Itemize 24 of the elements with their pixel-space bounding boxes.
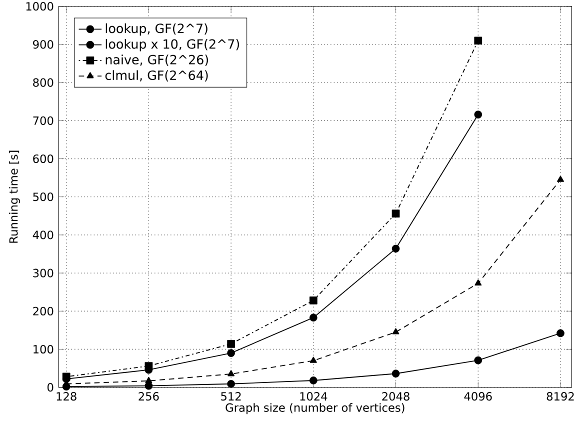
x-tick-label: 256: [138, 392, 159, 401]
legend-label: lookup x 10, GF(2^7): [106, 38, 240, 52]
x-tick-label: 128: [56, 392, 76, 401]
legend-label: naive, GF(2^26): [106, 54, 208, 66]
y-tick-label: 700: [33, 116, 54, 125]
x-tick-label: 8192: [546, 392, 574, 401]
y-tick-label: 500: [33, 192, 54, 202]
x-tick-label: 1024: [300, 392, 328, 401]
y-tick-label: 200: [33, 306, 54, 316]
x-tick-label: 512: [221, 392, 241, 401]
y-tick-label: 800: [33, 78, 54, 87]
x-tick-label: 2048: [382, 392, 410, 401]
legend-label: clmul, GF(2^64): [105, 70, 208, 82]
y-tick-label: 600: [33, 154, 54, 164]
x-tick-label: 4096: [464, 392, 492, 401]
y-tick-label: 300: [33, 268, 54, 278]
y-tick-label: 900: [33, 40, 54, 49]
y-tick-label: 0: [48, 383, 54, 392]
y-tick-label: 100: [34, 344, 54, 354]
y-tick-label: 1000: [26, 2, 54, 11]
y-axis-title: Running time [s]: [8, 150, 20, 243]
legend-label: lookup, GF(2^7): [106, 23, 208, 36]
y-tick-label: 400: [32, 230, 54, 240]
x-axis-title: Graph size (number of vertices): [226, 403, 404, 414]
